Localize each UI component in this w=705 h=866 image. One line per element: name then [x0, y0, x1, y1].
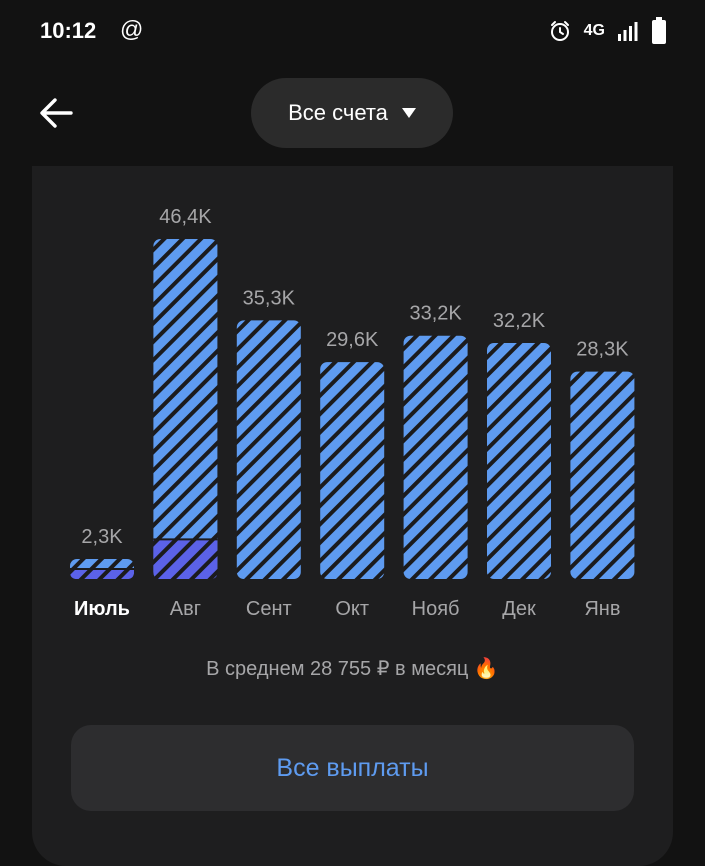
fire-icon: 🔥	[473, 658, 499, 680]
account-selector-label: Все счета	[288, 100, 388, 125]
all-payouts-button[interactable]: Все выплаты	[71, 725, 634, 811]
value-label-7: 28,3K	[576, 339, 629, 361]
month-label-5[interactable]: Нояб	[412, 598, 460, 620]
bar-5	[403, 335, 468, 579]
month-label-1[interactable]: Июль	[74, 598, 130, 620]
status-time: 10:12	[40, 18, 97, 43]
month-label-4[interactable]: Окт	[335, 598, 369, 620]
month-label-6[interactable]: Дек	[502, 598, 536, 620]
month-label-3[interactable]: Сент	[246, 598, 292, 620]
month-label-2[interactable]: Авг	[170, 598, 201, 620]
value-label-4: 29,6K	[326, 329, 379, 351]
bar-current-segment-2	[153, 539, 218, 579]
value-label-1: 2,3K	[81, 526, 123, 548]
value-label-6: 32,2K	[493, 310, 546, 332]
account-selector[interactable]: Все счета	[251, 78, 453, 148]
month-label-7[interactable]: Янв	[584, 598, 620, 620]
value-label-5: 33,2K	[409, 303, 462, 325]
battery-icon	[652, 17, 666, 44]
average-text: В среднем 28 755 ₽ в месяц	[206, 658, 469, 680]
back-button[interactable]	[34, 91, 78, 135]
bar-3	[236, 320, 301, 579]
caret-down-icon	[401, 108, 416, 118]
status-bar: 10:12 @ 4G	[0, 0, 705, 64]
signal-icon	[618, 22, 638, 41]
bar-2	[153, 239, 218, 579]
bar-6	[487, 343, 551, 579]
monthly-payouts-chart: 2,3K Июль 46,4K Авг 35,3K Сент 29,6K Окт 33,2K Но…	[70, 206, 635, 620]
status-icons: 4G	[548, 17, 667, 45]
value-label-2: 46,4K	[159, 206, 212, 228]
alarm-icon	[550, 21, 569, 41]
bar-4	[320, 362, 385, 579]
value-label-3: 35,3K	[243, 287, 296, 309]
payouts-card: 2,3K Июль 46,4K Авг 35,3K Сент 29,6K Окт 33,2K Но…	[32, 166, 673, 866]
header: Все счета	[0, 64, 705, 164]
bar-7	[570, 371, 635, 579]
average-summary: В среднем 28 755 ₽ в месяц 🔥	[32, 656, 673, 681]
network-type-label: 4G	[583, 22, 605, 39]
arrow-left-icon	[40, 98, 73, 128]
at-icon: @	[120, 16, 144, 42]
bar-current-segment-1	[70, 569, 134, 579]
